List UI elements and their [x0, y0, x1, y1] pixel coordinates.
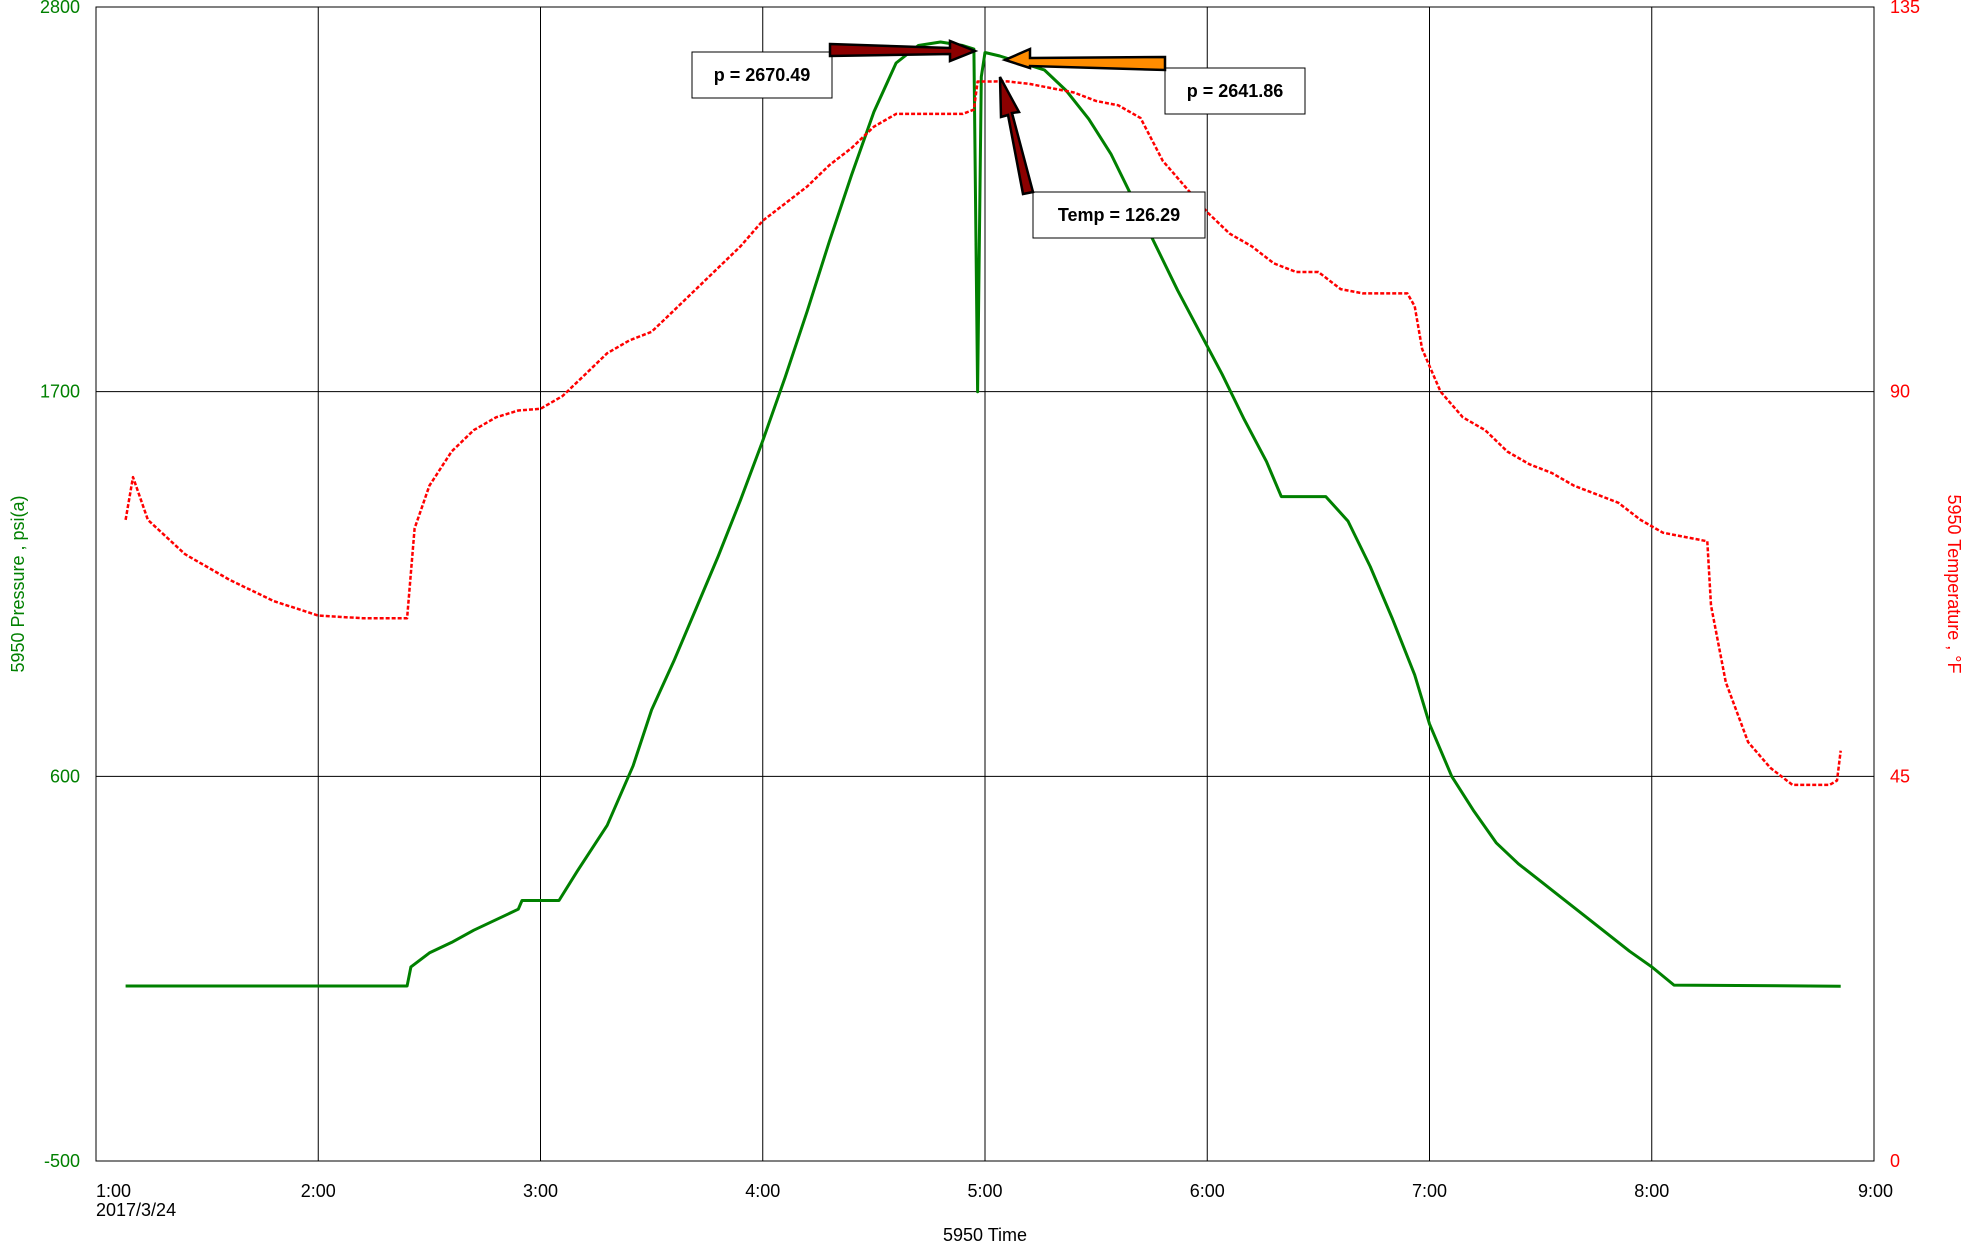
x-tick-label: 2:00	[301, 1181, 336, 1201]
x-tick-label: 8:00	[1634, 1181, 1669, 1201]
right-axis-title: 5950 Temperature , °F	[1944, 495, 1964, 674]
x-tick-label: 3:00	[523, 1181, 558, 1201]
x-tick-label: 6:00	[1190, 1181, 1225, 1201]
annotation-box	[1164, 67, 1306, 115]
right-axis-ticks: 135 90 45 0	[1890, 0, 1920, 1171]
annotation-box	[1032, 191, 1206, 239]
annotation-temperature: Temp = 126.29	[998, 76, 1206, 239]
annotation-arrow	[828, 39, 979, 63]
x-tick-label: 1:00	[96, 1181, 131, 1201]
annotation-pressure-right: p = 2641.86	[1001, 47, 1306, 115]
left-tick-label: 1700	[40, 382, 80, 402]
left-axis-ticks: 2800 1700 600 -500	[40, 0, 80, 1171]
grid	[95, 6, 1875, 1162]
annotation-pressure-left: p = 2670.49	[691, 39, 979, 99]
plot-area-border	[95, 6, 1875, 1162]
right-tick-label: 0	[1890, 1151, 1900, 1171]
annotation-label: p = 2670.49	[714, 65, 811, 85]
temperature-series-line	[124, 80, 1842, 787]
annotation-arrow	[1001, 47, 1167, 72]
right-tick-label: 135	[1890, 0, 1920, 17]
pressure-series-line	[125, 40, 1841, 988]
annotation-box	[691, 51, 833, 99]
right-tick-label: 90	[1890, 382, 1910, 402]
left-tick-label: -500	[44, 1151, 80, 1171]
x-tick-label: 4:00	[745, 1181, 780, 1201]
annotation-label: Temp = 126.29	[1058, 205, 1180, 225]
annotation-label: p = 2641.86	[1187, 81, 1284, 101]
right-tick-label: 45	[1890, 766, 1910, 786]
series-layer	[124, 40, 1842, 988]
x-tick-label: 9:00	[1858, 1181, 1893, 1201]
x-tick-label: 7:00	[1412, 1181, 1447, 1201]
left-axis-title: 5950 Pressure , psi(a)	[8, 495, 28, 672]
left-tick-label: 600	[50, 766, 80, 786]
x-axis-title: 5950 Time	[943, 1225, 1027, 1244]
left-tick-label: 2800	[40, 0, 80, 17]
x-tick-label: 5:00	[967, 1181, 1002, 1201]
x-axis-ticks: 1:00 2:00 3:00 4:00 5:00 6:00 7:00 8:00 9:00	[96, 1181, 1893, 1201]
annotation-arrow	[998, 76, 1035, 196]
x-axis-date-label: 2017/3/24	[96, 1200, 176, 1220]
